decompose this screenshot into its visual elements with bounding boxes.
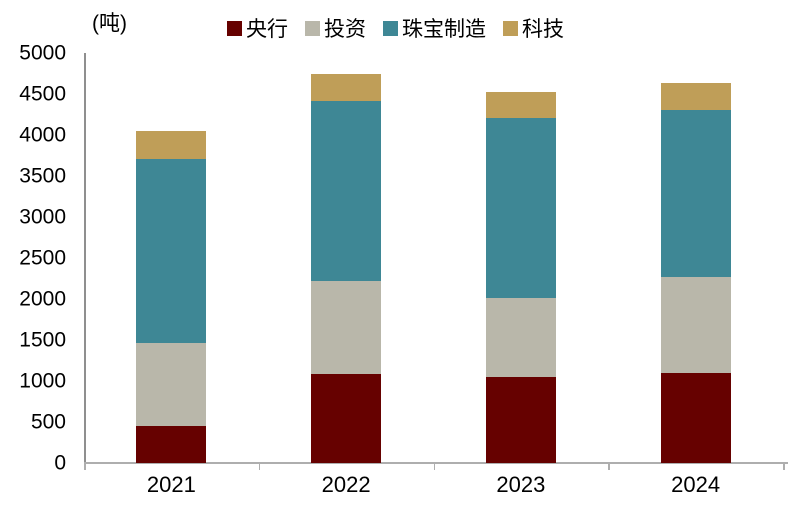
- y-axis-tick-label: 2000: [19, 287, 66, 311]
- legend-label-investment: 投资: [324, 18, 366, 41]
- bar-segment-central-bank-2023: [485, 376, 556, 463]
- y-axis-tick-label: 4000: [19, 123, 66, 147]
- x-axis-tick: [84, 463, 86, 470]
- y-axis-unit-label: (吨): [92, 12, 127, 35]
- bar-2022: [311, 74, 382, 463]
- y-axis-tick-label: 1000: [19, 369, 66, 393]
- legend-swatch-central-bank: [227, 20, 242, 36]
- y-axis-tick-label: 1500: [19, 328, 66, 352]
- bar-segment-investment-2022: [311, 281, 382, 375]
- x-axis-tick: [608, 463, 610, 470]
- x-axis-tick: [433, 463, 435, 470]
- x-axis-label-2022: 2022: [321, 472, 371, 497]
- bar-2024: [660, 83, 731, 463]
- legend-swatch-jewelry-manufacturing: [383, 20, 398, 36]
- x-axis-label-2023: 2023: [496, 472, 546, 497]
- legend-item-technology: 科技: [503, 13, 564, 43]
- legend-swatch-technology: [503, 20, 518, 36]
- bar-segment-jewelry-manufacturing-2024: [660, 110, 731, 278]
- y-axis-tick-label: 2500: [19, 246, 66, 270]
- bar-segment-technology-2023: [485, 91, 556, 119]
- y-axis-tick-label: 0: [54, 451, 66, 474]
- bar-segment-technology-2021: [136, 130, 207, 160]
- y-axis-tick-label: 500: [30, 410, 66, 434]
- x-axis-line: [84, 461, 788, 464]
- legend: 央行 投资 珠宝制造 科技: [227, 15, 564, 41]
- bar-segment-central-bank-2022: [311, 374, 382, 463]
- bar-2023: [485, 91, 556, 463]
- legend-item-central-bank: 央行: [227, 13, 288, 43]
- legend-label-central-bank: 央行: [246, 18, 288, 41]
- bar-segment-investment-2021: [136, 342, 207, 426]
- bar-segment-jewelry-manufacturing-2021: [136, 159, 207, 343]
- y-axis-tick-label: 4500: [19, 82, 66, 106]
- legend-label-technology: 科技: [522, 18, 564, 41]
- bar-segment-investment-2024: [660, 277, 731, 374]
- x-axis-tick: [258, 463, 261, 470]
- bar-segment-central-bank-2021: [136, 425, 207, 463]
- bar-2021: [136, 130, 207, 463]
- bar-segment-technology-2022: [311, 74, 382, 102]
- y-axis-tick-label: 5000: [19, 41, 66, 65]
- x-axis-tick: [783, 463, 785, 470]
- legend-item-investment: 投资: [305, 13, 366, 43]
- bar-segment-jewelry-manufacturing-2022: [311, 101, 382, 282]
- legend-item-jewelry-manufacturing: 珠宝制造: [383, 13, 486, 43]
- bar-segment-central-bank-2024: [660, 373, 731, 463]
- bar-segment-jewelry-manufacturing-2023: [485, 118, 556, 298]
- bar-segment-investment-2023: [485, 297, 556, 377]
- bar-segment-technology-2024: [660, 83, 731, 111]
- y-axis-tick-label: 3500: [19, 164, 66, 188]
- y-axis-tick-label: 3000: [19, 205, 66, 229]
- legend-label-jewelry-manufacturing: 珠宝制造: [402, 18, 486, 41]
- x-axis-label-2024: 2024: [671, 472, 721, 497]
- x-axis-label-2021: 2021: [146, 472, 196, 497]
- y-axis-line: [84, 53, 86, 463]
- legend-swatch-investment: [305, 20, 320, 36]
